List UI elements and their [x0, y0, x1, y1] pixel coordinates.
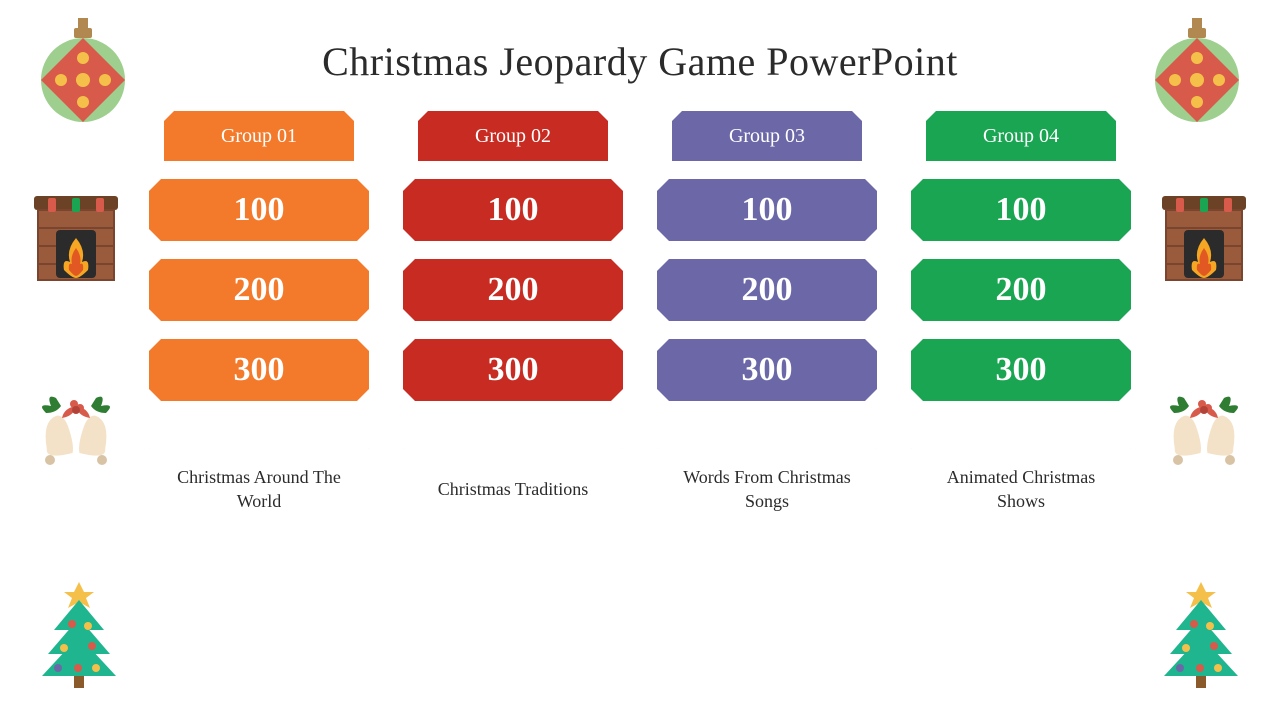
category-3: Words From Christmas Songs: [657, 435, 877, 543]
bells-right-icon: [1154, 388, 1254, 488]
tile-g1-100[interactable]: 100: [149, 179, 369, 241]
category-1: Christmas Around The World: [149, 435, 369, 543]
tree-left-icon: [34, 580, 124, 690]
ornament-left-icon: [38, 18, 128, 128]
fireplace-left-icon: [26, 188, 126, 288]
category-4: Animated Christmas Shows: [911, 435, 1131, 543]
tile-g2-100[interactable]: 100: [403, 179, 623, 241]
tile-g1-200[interactable]: 200: [149, 259, 369, 321]
group-column-1: Group 01 100 200 300: [149, 111, 369, 401]
group-column-2: Group 02 100 200 300: [403, 111, 623, 401]
ornament-right-icon: [1152, 18, 1242, 128]
group-column-4: Group 04 100 200 300: [911, 111, 1131, 401]
tile-g1-300[interactable]: 300: [149, 339, 369, 401]
fireplace-right-icon: [1154, 188, 1254, 288]
group-header-4: Group 04: [926, 111, 1116, 161]
tile-g2-300[interactable]: 300: [403, 339, 623, 401]
tile-g4-200[interactable]: 200: [911, 259, 1131, 321]
group-column-3: Group 03 100 200 300: [657, 111, 877, 401]
group-header-1: Group 01: [164, 111, 354, 161]
tile-g3-300[interactable]: 300: [657, 339, 877, 401]
group-header-3: Group 03: [672, 111, 862, 161]
page-title: Christmas Jeopardy Game PowerPoint: [0, 0, 1280, 111]
tile-g3-200[interactable]: 200: [657, 259, 877, 321]
tile-g4-100[interactable]: 100: [911, 179, 1131, 241]
category-2: Christmas Traditions: [403, 435, 623, 543]
tile-g3-100[interactable]: 100: [657, 179, 877, 241]
group-header-2: Group 02: [418, 111, 608, 161]
category-row: Christmas Around The World Christmas Tra…: [0, 435, 1280, 543]
bells-left-icon: [26, 388, 126, 488]
jeopardy-board: Group 01 100 200 300 Group 02 100 200 30…: [0, 111, 1280, 401]
tile-g2-200[interactable]: 200: [403, 259, 623, 321]
tile-g4-300[interactable]: 300: [911, 339, 1131, 401]
tree-right-icon: [1156, 580, 1246, 690]
